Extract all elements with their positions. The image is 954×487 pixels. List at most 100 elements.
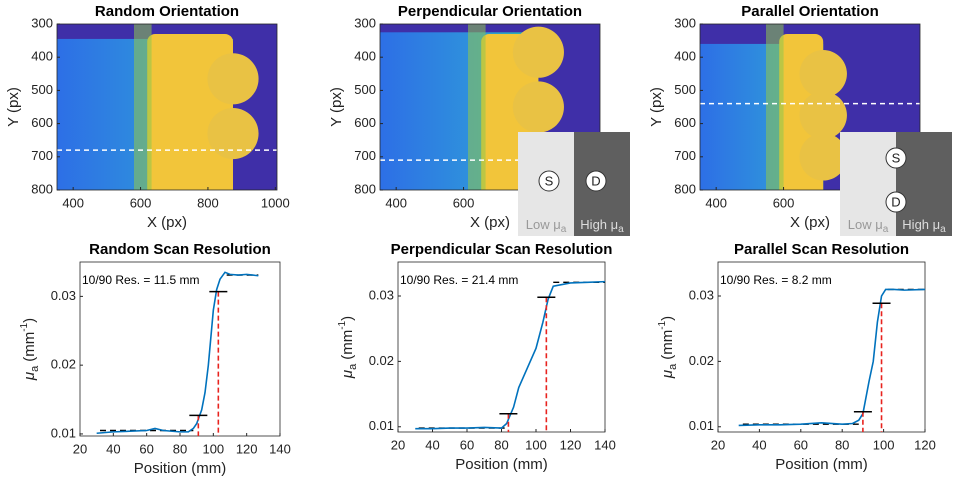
y-axis-label-part: ) bbox=[659, 316, 676, 321]
x-axis-label: X (px) bbox=[790, 214, 830, 231]
y-axis-label: Y (px) bbox=[328, 87, 345, 127]
x-tick-label: 80 bbox=[173, 441, 187, 456]
heatmap-blob bbox=[799, 91, 847, 140]
plot-frame bbox=[79, 261, 281, 437]
y-tick-label: 600 bbox=[354, 115, 376, 130]
inset-label: High μa bbox=[580, 217, 624, 234]
inset-label: High μa bbox=[902, 217, 946, 234]
y-axis-label-part: (mm bbox=[21, 332, 38, 362]
y-tick-label: 300 bbox=[31, 15, 53, 30]
y-tick-label: 0.02 bbox=[51, 357, 76, 372]
y-tick-label: 300 bbox=[674, 15, 696, 30]
x-tick-label: 20 bbox=[711, 437, 725, 452]
plot-frame bbox=[379, 23, 601, 191]
y-tick-label: 300 bbox=[354, 15, 376, 30]
plot-frame bbox=[699, 23, 921, 191]
optode-label: D bbox=[891, 194, 900, 209]
optode-label: S bbox=[892, 150, 901, 165]
y-tick-label: 400 bbox=[31, 49, 53, 64]
plot-frame bbox=[56, 23, 278, 191]
x-tick-label: 80 bbox=[835, 437, 849, 452]
y-tick-label: 0.01 bbox=[51, 425, 76, 440]
x-tick-label: 60 bbox=[139, 441, 153, 456]
annotation: 10/90 Res. = 8.2 mm bbox=[720, 273, 832, 287]
x-tick-label: 40 bbox=[425, 437, 439, 452]
y-tick-label: 700 bbox=[674, 148, 696, 163]
heatmap-blob bbox=[512, 81, 564, 133]
y-axis-label-part: μ bbox=[21, 372, 38, 381]
inset-label-sub: a bbox=[940, 224, 946, 235]
heatmap-blob bbox=[207, 107, 259, 160]
y-tick-label: 700 bbox=[354, 148, 376, 163]
y-axis-label-part: ) bbox=[21, 318, 38, 323]
x-tick-label: 140 bbox=[269, 441, 291, 456]
x-tick-label: 120 bbox=[560, 437, 582, 452]
y-axis-label-part: -1 bbox=[337, 320, 348, 329]
x-tick-label: 400 bbox=[385, 195, 407, 210]
x-tick-label: 40 bbox=[752, 437, 766, 452]
inset-label-part: Low μ bbox=[848, 217, 883, 232]
optode bbox=[885, 147, 907, 169]
y-axis-label: μa (mm-1) bbox=[337, 316, 359, 379]
y-axis-label-part: a bbox=[347, 363, 359, 370]
x-axis-label: X (px) bbox=[147, 214, 187, 231]
inset-label-sub: a bbox=[883, 224, 889, 235]
y-axis-label-part: (mm bbox=[659, 330, 676, 360]
optode-label: S bbox=[545, 173, 554, 188]
data-line bbox=[738, 288, 926, 427]
heatmap-edge bbox=[766, 24, 784, 190]
y-axis-label-part: a bbox=[667, 363, 679, 370]
x-axis-label: Position (mm) bbox=[775, 456, 868, 473]
optode bbox=[885, 191, 907, 213]
x-axis-label: Position (mm) bbox=[455, 456, 548, 473]
y-tick-label: 600 bbox=[674, 115, 696, 130]
y-axis-label-part: a bbox=[29, 365, 41, 372]
chart-title: Parallel Orientation bbox=[741, 3, 879, 20]
y-axis-label-part: μ bbox=[339, 370, 356, 379]
optode bbox=[585, 170, 607, 192]
x-tick-label: 40 bbox=[106, 441, 120, 456]
x-tick-label: 60 bbox=[794, 437, 808, 452]
y-axis-label: Y (px) bbox=[5, 87, 22, 127]
x-axis-label: X (px) bbox=[470, 214, 510, 231]
x-tick-label: 60 bbox=[460, 437, 474, 452]
inset-label-part: High μ bbox=[902, 217, 940, 232]
y-tick-label: 800 bbox=[31, 181, 53, 196]
y-tick-label: 0.03 bbox=[689, 287, 714, 302]
x-axis-label: Position (mm) bbox=[134, 460, 227, 477]
heatmap-edge bbox=[134, 24, 152, 190]
y-tick-label: 700 bbox=[31, 148, 53, 163]
y-tick-label: 0.03 bbox=[369, 287, 394, 302]
chart-title: Random Orientation bbox=[95, 3, 239, 20]
y-axis-label-part: ) bbox=[339, 316, 356, 321]
heatmap-blob bbox=[799, 50, 847, 98]
plot-frame bbox=[397, 261, 606, 433]
annotation: 10/90 Res. = 21.4 mm bbox=[400, 273, 518, 287]
y-axis-label: Y (px) bbox=[648, 87, 665, 127]
y-axis-label-part: -1 bbox=[19, 322, 30, 331]
x-tick-label: 80 bbox=[494, 437, 508, 452]
inset-label-sub: a bbox=[561, 224, 567, 235]
inset-label-part: Low μ bbox=[526, 217, 561, 232]
y-axis-label: μa (mm-1) bbox=[657, 316, 679, 379]
x-tick-label: 100 bbox=[525, 437, 547, 452]
chart-title: Random Scan Resolution bbox=[89, 241, 271, 258]
y-tick-label: 500 bbox=[354, 82, 376, 97]
data-line bbox=[96, 271, 259, 435]
annotation: 10/90 Res. = 11.5 mm bbox=[82, 273, 200, 287]
heatmap bbox=[700, 24, 920, 190]
y-axis-label-part: -1 bbox=[657, 320, 668, 329]
inset-label: Low μa bbox=[526, 217, 567, 234]
x-tick-label: 600 bbox=[453, 195, 475, 210]
x-tick-label: 600 bbox=[773, 195, 795, 210]
x-tick-label: 140 bbox=[594, 437, 616, 452]
heatmap-blob bbox=[799, 133, 847, 181]
inset-high bbox=[896, 132, 952, 236]
x-tick-label: 400 bbox=[62, 195, 84, 210]
y-tick-label: 500 bbox=[31, 82, 53, 97]
y-axis-label-part: (mm bbox=[339, 330, 356, 360]
y-tick-label: 800 bbox=[674, 181, 696, 196]
y-tick-label: 0.03 bbox=[51, 288, 76, 303]
plot-frame bbox=[717, 261, 926, 433]
heatmap bbox=[57, 24, 277, 190]
